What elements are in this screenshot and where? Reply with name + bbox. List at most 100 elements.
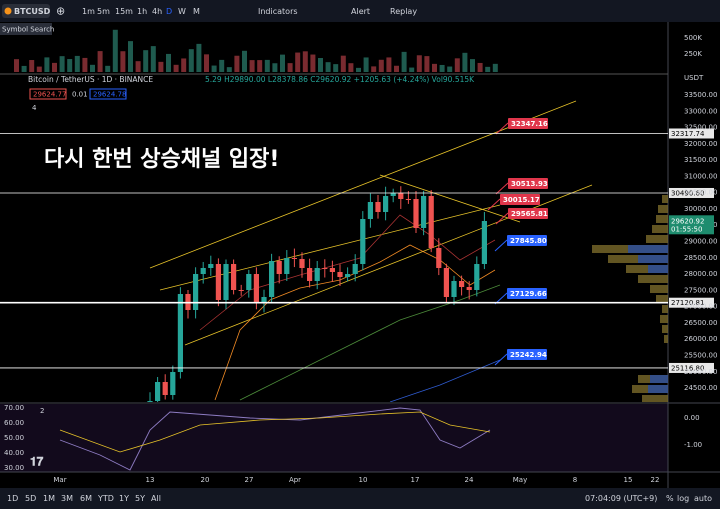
volume-bar [36, 66, 42, 72]
volume-bar [280, 54, 285, 72]
volume-bar [52, 62, 57, 72]
volume-bar [485, 66, 491, 72]
range-button[interactable]: 5Y [135, 494, 145, 503]
interval-button[interactable]: W [178, 7, 186, 16]
volume-bar [74, 55, 80, 72]
candle-body [231, 264, 237, 290]
interval-button[interactable]: 1h [137, 7, 147, 16]
range-button[interactable]: 6M [80, 494, 92, 503]
volume-bar [59, 56, 65, 72]
interval-button[interactable]: 1m [82, 7, 95, 16]
time-tick-label: 20 [201, 476, 210, 484]
interval-button[interactable]: D [166, 7, 172, 16]
volume-bar [242, 50, 247, 72]
candle-body [322, 268, 328, 269]
volume-bar [348, 63, 354, 72]
callout-box [500, 194, 540, 205]
volume-bar [67, 59, 73, 72]
osc-right-tick: -1.00 [684, 441, 702, 449]
candle-body [451, 281, 457, 297]
price-tick-label: 27500.00 [684, 286, 717, 294]
candle-body [345, 274, 351, 277]
candle-body [314, 268, 320, 281]
range-button[interactable]: 1D [7, 494, 18, 503]
volume-bar [150, 46, 156, 72]
interval-button[interactable]: M [193, 7, 200, 16]
oscillator-drawing [59, 407, 491, 471]
spread-text: 0.01 [72, 91, 88, 99]
symbol-text[interactable]: BTCUSD [14, 7, 51, 16]
callout-box [508, 208, 548, 219]
callout-text: 27845.80 [510, 237, 547, 245]
price-tick-label: 30000.00 [684, 205, 717, 213]
volume-bar [386, 57, 392, 72]
candle-body [238, 290, 244, 291]
callout-box [507, 235, 547, 246]
callout-leader [495, 182, 509, 195]
volume-bar [97, 51, 103, 72]
clock: 07:04:09 (UTC+9) [585, 494, 657, 503]
level-price-text: 30490.60 [671, 189, 704, 197]
price-tick-label: 28000.00 [684, 270, 717, 278]
volume-bar [188, 49, 194, 72]
callout-text: 25242.94 [510, 351, 547, 359]
replay-button[interactable]: Replay [390, 7, 417, 16]
oscillator-signal [59, 411, 491, 453]
volume-profile-bar [656, 215, 668, 223]
indicators-button[interactable]: Indicators [258, 7, 298, 16]
price-tick-label: 33500.00 [684, 91, 717, 99]
level-price-box [669, 187, 714, 198]
time-tick-label: 13 [146, 476, 155, 484]
volume-bar [447, 66, 453, 72]
candle-body [276, 261, 282, 274]
log-button[interactable]: log [677, 494, 689, 503]
volume-bar [363, 57, 369, 72]
volume-bar [470, 59, 475, 72]
candle-body [466, 287, 472, 290]
range-button[interactable]: YTD [97, 494, 114, 503]
volume-profile-bar [658, 205, 668, 213]
alert-button[interactable]: Alert [351, 7, 370, 16]
volume-bar [454, 58, 460, 72]
indicators-toggle[interactable]: 4 [32, 104, 37, 112]
volume-bar [211, 65, 217, 72]
volume-bar [135, 61, 141, 72]
symbol-button[interactable] [2, 4, 50, 18]
volume-bar [249, 60, 255, 72]
volume-profile-bar [652, 225, 668, 233]
price-tick-label: 29000.00 [684, 238, 717, 246]
volume-bar [416, 55, 422, 72]
volume-bar [234, 55, 240, 72]
volume-bar [128, 41, 133, 72]
volume-profile-bar [638, 255, 668, 263]
range-button[interactable]: 1Y [119, 494, 129, 503]
candle-body [405, 199, 411, 200]
price-tick-label: 25500.00 [684, 351, 717, 359]
bid-box [29, 88, 67, 100]
time-tick-label: 22 [651, 476, 660, 484]
interval-button[interactable]: 5m [97, 7, 110, 16]
time-tick-label: 15 [624, 476, 633, 484]
range-button[interactable]: 1M [43, 494, 55, 503]
auto-button[interactable]: auto [694, 494, 712, 503]
range-button[interactable]: All [151, 494, 161, 503]
interval-button[interactable]: 15m [115, 7, 133, 16]
callout-leader [487, 198, 501, 211]
candle-body [269, 261, 275, 297]
range-button[interactable]: 5D [25, 494, 36, 503]
volume-axis-label: 250K [684, 50, 702, 58]
volume-bar [477, 62, 483, 72]
percent-button[interactable]: % [666, 494, 674, 503]
volume-bar [181, 58, 187, 72]
interval-button[interactable]: 4h [152, 7, 162, 16]
price-tick-label: 26000.00 [684, 335, 717, 343]
candle-body [253, 274, 259, 303]
time-tick-label: Apr [289, 476, 301, 484]
volume-bar [14, 59, 19, 72]
volume-profile-bar [626, 265, 668, 273]
callout-text: 32347.16 [511, 120, 548, 128]
pane-count: 2 [40, 407, 44, 415]
ask-text: 29624.78 [93, 91, 126, 99]
price-tick-label: 24500.00 [684, 384, 717, 392]
range-button[interactable]: 3M [61, 494, 73, 503]
